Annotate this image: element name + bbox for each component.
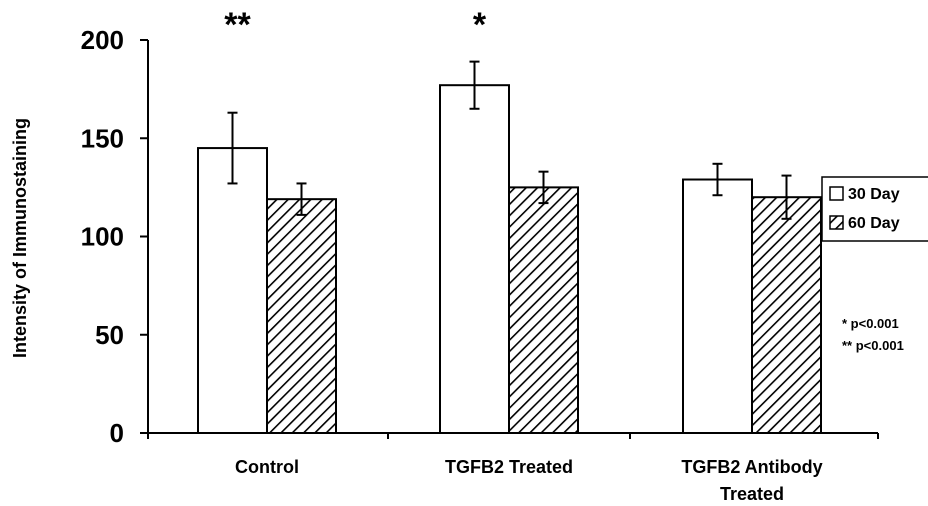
labels: Control ** TGFB2 Treated * TGFB2 Antibody Tre…: [224, 6, 822, 504]
bars: [197, 60, 822, 434]
bar-60-day: [266, 198, 337, 434]
legend-swatch: [829, 215, 844, 230]
x-tick-label: Treated: [720, 484, 784, 504]
x-tick-label: Control: [235, 457, 299, 477]
legend-swatch: [829, 186, 844, 201]
y-tick-label: 50: [95, 320, 124, 350]
p-value-note: ** p<0.001: [842, 338, 904, 353]
y-tick-label: 150: [81, 123, 124, 153]
bar-30-day: [439, 84, 510, 434]
y-tick-label: 0: [110, 418, 124, 448]
x-tick-label: TGFB2 Antibody: [681, 457, 822, 477]
notes: * p<0.001 ** p<0.001: [842, 316, 904, 353]
legend: 30 Day 60 Day: [821, 176, 928, 242]
significance-mark: **: [224, 6, 251, 44]
p-value-note: * p<0.001: [842, 316, 899, 331]
y-tick-label: 100: [81, 222, 124, 252]
bar-30-day: [197, 147, 268, 434]
legend-label: 30 Day: [848, 186, 900, 203]
legend-label: 60 Day: [848, 215, 900, 232]
bar-30-day: [682, 178, 753, 434]
legend-box: [821, 176, 928, 242]
y-axis-label: Intensity of Immunostaining: [10, 118, 30, 358]
significance-mark: *: [473, 6, 487, 44]
x-tick-label: TGFB2 Treated: [445, 457, 573, 477]
bar-60-day: [751, 196, 822, 434]
bar-60-day: [508, 186, 579, 434]
y-tick-label: 200: [81, 25, 124, 55]
